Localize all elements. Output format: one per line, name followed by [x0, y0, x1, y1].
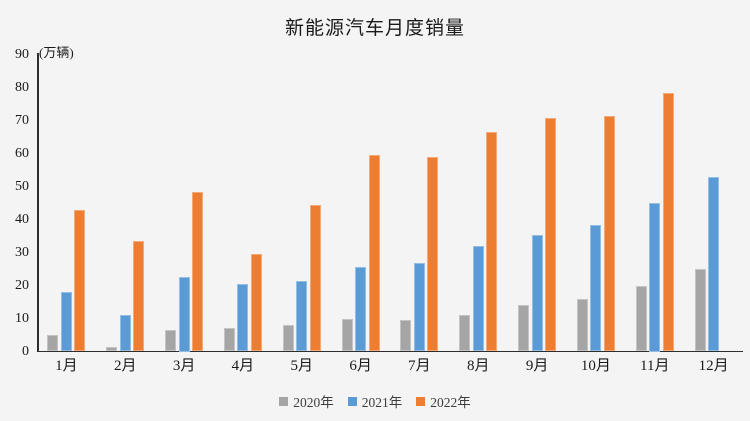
y-axis-tick-label: 60 — [15, 145, 29, 161]
y-axis-tick-label: 0 — [22, 343, 29, 359]
bar-2021年-8月 — [472, 246, 484, 352]
x-axis-label-12月: 12月 — [698, 358, 729, 374]
y-axis-line — [37, 53, 39, 352]
x-axis-label-3月: 3月 — [172, 358, 196, 374]
legend: 2020年 2021年 2022年 — [0, 391, 750, 411]
y-axis-tick-label: 90 — [15, 47, 29, 62]
y-axis-tick-label: 80 — [15, 79, 29, 95]
bar-2020年-6月 — [341, 318, 353, 352]
x-axis-line — [37, 350, 743, 352]
chart-title: 新能源汽车月度销量 — [284, 18, 465, 39]
legend-label-2021年: 2021年 — [361, 395, 403, 410]
bar-2022年-8月 — [486, 132, 498, 352]
y-axis-tick-label: 40 — [15, 211, 29, 227]
bar-2021年-10月 — [590, 224, 602, 352]
bar-2021年-6月 — [355, 267, 367, 352]
bar-2022年-3月 — [192, 191, 204, 352]
legend-item-2020年: 2020年 — [279, 391, 334, 411]
y-axis-tick-label: 20 — [15, 277, 29, 293]
bar-2022年-11月 — [662, 92, 674, 352]
x-axis-label-8月: 8月 — [466, 358, 490, 374]
bar-2021年-7月 — [413, 262, 425, 352]
x-axis-label-5月: 5月 — [290, 358, 313, 374]
bar-2021年-4月 — [237, 283, 249, 352]
y-axis-tick-label: 30 — [15, 244, 29, 260]
bar-2021年-5月 — [296, 280, 308, 352]
y-axis-unit-label: (万辆) — [39, 45, 74, 60]
bar-2022年-6月 — [368, 155, 380, 352]
bar-2022年-5月 — [309, 204, 321, 352]
bar-2021年-9月 — [531, 234, 543, 352]
bar-2020年-2月 — [106, 346, 118, 352]
bar-2021年-2月 — [119, 315, 131, 352]
y-axis-tick-label: 70 — [15, 112, 29, 128]
legend-swatch-2020年 — [279, 396, 289, 406]
y-axis-tick-label: 50 — [15, 178, 29, 194]
legend-label-2020年: 2020年 — [293, 395, 334, 410]
bar-2022年-2月 — [133, 241, 145, 352]
x-axis-label-11月: 11月 — [640, 358, 670, 374]
bar-2022年-1月 — [74, 209, 86, 352]
y-axis-tick-label: 10 — [15, 310, 29, 326]
legend-item-2022年: 2022年 — [416, 391, 471, 411]
bar-2021年-3月 — [178, 277, 190, 352]
legend-label-2022年: 2022年 — [430, 395, 471, 410]
bar-2022年-4月 — [250, 254, 262, 352]
bar-2020年-9月 — [518, 305, 530, 352]
bar-2020年-11月 — [635, 285, 647, 352]
bar-2020年-8月 — [459, 315, 471, 352]
bar-2020年-5月 — [282, 325, 294, 352]
x-axis-label-4月: 4月 — [231, 358, 255, 374]
bar-2022年-10月 — [603, 115, 615, 352]
bar-2020年-1月 — [47, 335, 59, 352]
x-axis-label-2月: 2月 — [113, 358, 137, 374]
x-axis-label-6月: 6月 — [349, 358, 372, 374]
legend-item-2021年: 2021年 — [347, 391, 403, 411]
bar-2020年-10月 — [576, 298, 588, 352]
bar-2020年-4月 — [223, 328, 235, 352]
x-axis-label-10月: 10月 — [580, 358, 611, 374]
bar-2020年-3月 — [165, 330, 177, 352]
x-axis-label-1月: 1月 — [55, 358, 78, 374]
x-axis-label-7月: 7月 — [408, 358, 431, 374]
bar-2020年-12月 — [694, 269, 706, 352]
legend-swatch-2021年 — [347, 396, 357, 406]
bar-2022年-7月 — [427, 157, 439, 352]
bar-2022年-9月 — [545, 117, 557, 352]
bar-2021年-12月 — [708, 176, 720, 352]
bar-2020年-7月 — [400, 320, 412, 352]
legend-swatch-2022年 — [416, 396, 426, 406]
x-axis-label-9月: 9月 — [525, 358, 549, 374]
bar-2021年-1月 — [60, 292, 72, 352]
bar-2021年-11月 — [649, 203, 661, 352]
